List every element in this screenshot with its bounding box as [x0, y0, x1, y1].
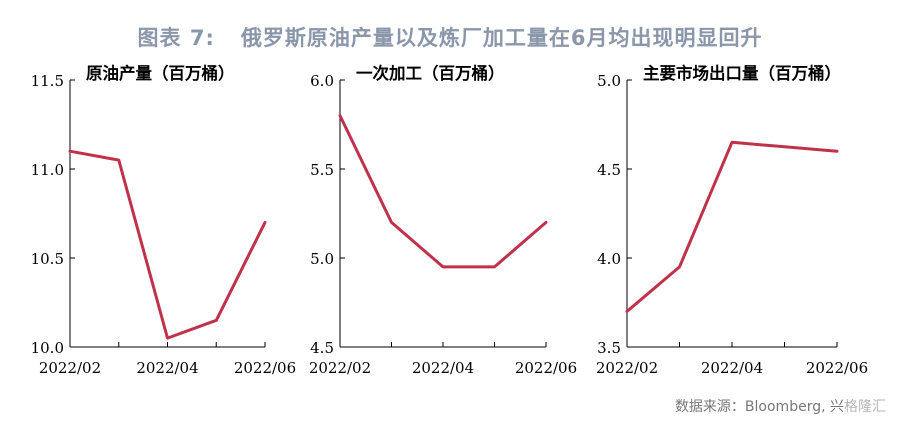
- chart2-x-tick-label: 2022/06: [806, 359, 868, 377]
- chart2-y-tick-label: 3.5: [597, 339, 621, 357]
- chart1-x-tick-label: 2022/02: [309, 359, 371, 377]
- figure-title-text: 俄罗斯原油产量以及炼厂加工量在6月均出现明显回升: [240, 26, 763, 50]
- chart1-y-tick-label: 6.0: [310, 72, 334, 90]
- source-text: 数据来源：Bloomberg, 兴: [674, 399, 844, 415]
- chart1-y-tick-label: 4.5: [310, 339, 334, 357]
- watermark-logo: 格隆汇: [844, 399, 886, 415]
- chart0-y-tick-label: 11.0: [31, 161, 64, 179]
- chart2-x-tick-label: 2022/04: [701, 359, 763, 377]
- chart0-title: 原油产量（百万桶）: [86, 63, 235, 83]
- chart0-y-tick-label: 11.5: [31, 72, 64, 90]
- chart1-series-line: [338, 114, 548, 269]
- chart1-x-tick-label: 2022/06: [515, 359, 577, 377]
- chart1-y-tick-label: 5.0: [310, 250, 334, 268]
- chart2-y-tick-label: 5.0: [597, 72, 621, 90]
- chart0-y-tick-label: 10.0: [31, 339, 64, 357]
- chart1-title: 一次加工（百万桶）: [356, 63, 505, 83]
- chart2-title: 主要市场出口量（百万桶）: [643, 63, 841, 83]
- chart2-series-line: [625, 140, 839, 313]
- source-note: 数据来源：Bloomberg, 兴格隆汇: [675, 396, 886, 416]
- chart2-y-tick-label: 4.5: [597, 161, 621, 179]
- chart1-y-tick-label: 5.5: [310, 161, 334, 179]
- chart0-x-tick-label: 2022/04: [136, 359, 198, 377]
- chart0-x-tick-label: 2022/02: [39, 359, 101, 377]
- figure-title: 图表 7: 俄罗斯原油产量以及炼厂加工量在6月均出现明显回升: [0, 22, 900, 52]
- chart0-series-line: [68, 149, 267, 340]
- chart2-y-tick-label: 4.0: [597, 250, 621, 268]
- figure-number: 图表 7:: [137, 26, 215, 50]
- chart0-y-tick-label: 10.5: [31, 250, 64, 268]
- chart0-x-tick-label: 2022/06: [234, 359, 296, 377]
- chart2-x-tick-label: 2022/02: [596, 359, 658, 377]
- chart1-x-tick-label: 2022/04: [412, 359, 474, 377]
